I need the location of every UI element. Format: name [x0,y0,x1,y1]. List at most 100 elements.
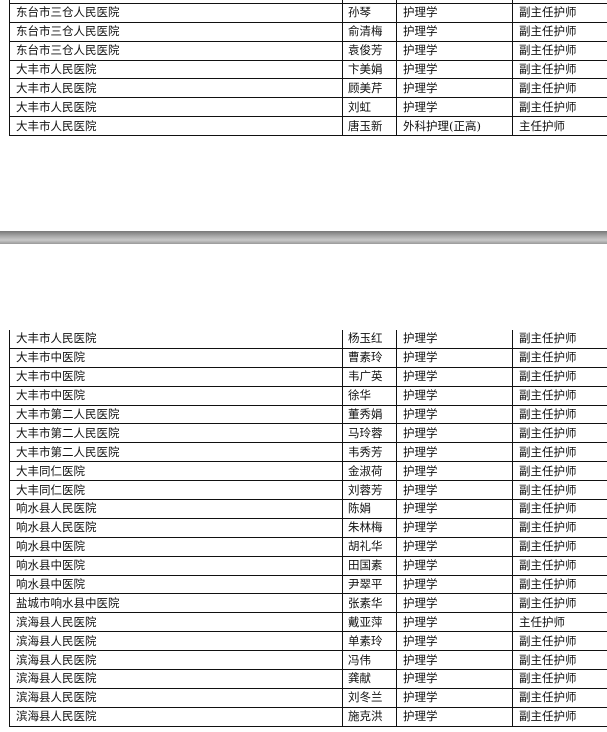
title-cell: 副主任护师 [512,21,607,42]
specialty-cell: 护理学 [396,442,513,463]
hospital-cell: 大丰同仁医院 [9,480,343,501]
name-cell: 袁俊芳 [342,40,397,61]
specialty-cell: 护理学 [396,404,513,425]
table-row: 东台市三仓人民医院 孙琴 护理学 副主任护师 [9,2,607,23]
name-cell: 张素华 [342,593,397,614]
title-cell: 副主任护师 [512,593,607,614]
hospital-cell: 大丰市中医院 [9,347,343,368]
hospital-cell: 大丰市中医院 [9,385,343,406]
specialty-cell: 护理学 [396,385,513,406]
table-row: 大丰市人民医院 卞美娟 护理学 副主任护师 [9,59,607,80]
table-row: 大丰市人民医院 顾美芹 护理学 副主任护师 [9,78,607,99]
name-cell: 韦广英 [342,366,397,387]
name-cell: 董秀娟 [342,404,397,425]
table-row: 大丰同仁医院 金淑荷 护理学 副主任护师 [9,461,607,482]
name-cell: 唐玉新 [342,116,397,137]
hospital-cell: 大丰市人民医院 [9,78,343,99]
hospital-cell: 大丰市人民医院 [9,59,343,80]
title-cell: 副主任护师 [512,574,607,595]
specialty-cell: 护理学 [396,330,513,349]
table-row: 大丰市中医院 曹素玲 护理学 副主任护师 [9,347,607,368]
specialty-cell: 护理学 [396,366,513,387]
table-row: 响水县中医院 尹翠平 护理学 副主任护师 [9,574,607,595]
name-cell: 金淑荷 [342,461,397,482]
hospital-cell: 滨海县人民医院 [9,650,343,671]
table-row: 响水县中医院 胡礼华 护理学 副主任护师 [9,536,607,557]
table-row: 滨海县人民医院 戴亚萍 护理学 主任护师 [9,612,607,633]
hospital-cell: 大丰市第二人民医院 [9,442,343,463]
title-cell: 副主任护师 [512,650,607,671]
table-row: 滨海县人民医院 刘冬兰 护理学 副主任护师 [9,687,607,708]
name-cell: 卞美娟 [342,59,397,80]
hospital-cell: 滨海县人民医院 [9,631,343,652]
page-separator [0,231,607,244]
title-cell: 主任护师 [512,116,607,137]
name-cell: 冯伟 [342,650,397,671]
hospital-cell: 滨海县人民医院 [9,669,343,689]
specialty-cell: 护理学 [396,631,513,652]
document-page-2: 大丰市人民医院 杨玉红 护理学 副主任护师 大丰市中医院 曹素玲 护理学 副主任护师 大丰市中医… [0,244,607,732]
specialty-cell: 护理学 [396,480,513,501]
hospital-cell: 大丰市中医院 [9,366,343,387]
specialty-cell: 护理学 [396,97,513,118]
specialty-cell: 外科护理(正高) [396,116,513,137]
table-row: 大丰市第二人民医院 董秀娟 护理学 副主任护师 [9,404,607,425]
table-row: 大丰市人民医院 杨玉红 护理学 副主任护师 [9,330,607,349]
title-cell: 副主任护师 [512,404,607,425]
name-cell: 韦秀芳 [342,442,397,463]
title-cell: 副主任护师 [512,536,607,557]
specialty-cell: 护理学 [396,669,513,689]
table-row: 大丰市人民医院 唐玉新 外科护理(正高) 主任护师 [9,116,607,137]
title-cell: 副主任护师 [512,517,607,538]
hospital-cell: 东台市三仓人民医院 [9,40,343,61]
name-cell: 龚献 [342,669,397,689]
specialty-cell: 护理学 [396,78,513,99]
personnel-table-page-2: 大丰市人民医院 杨玉红 护理学 副主任护师 大丰市中医院 曹素玲 护理学 副主任护师 大丰市中医… [9,330,607,727]
title-cell: 副主任护师 [512,347,607,368]
specialty-cell: 护理学 [396,706,513,727]
title-cell: 副主任护师 [512,330,607,349]
specialty-cell: 护理学 [396,40,513,61]
name-cell: 单素玲 [342,631,397,652]
hospital-cell: 响水县人民医院 [9,499,343,519]
name-cell: 徐华 [342,385,397,406]
name-cell: 孙琴 [342,2,397,23]
name-cell: 施克洪 [342,706,397,727]
hospital-cell: 大丰市第二人民医院 [9,423,343,444]
specialty-cell: 护理学 [396,517,513,538]
table-row: 大丰市人民医院 刘虹 护理学 副主任护师 [9,97,607,118]
hospital-cell: 盐城市响水县中医院 [9,593,343,614]
table-row: 大丰同仁医院 刘蓉芳 护理学 副主任护师 [9,480,607,501]
specialty-cell: 护理学 [396,461,513,482]
table-row: 滨海县人民医院 单素玲 护理学 副主任护师 [9,631,607,652]
title-cell: 副主任护师 [512,2,607,23]
table-row: 滨海县人民医院 龚献 护理学 副主任护师 [9,669,607,689]
specialty-cell: 护理学 [396,687,513,708]
table-row: 滨海县人民医院 冯伟 护理学 副主任护师 [9,650,607,671]
table-row: 东台市三仓人民医院 俞清梅 护理学 副主任护师 [9,21,607,42]
hospital-cell: 东台市三仓人民医院 [9,21,343,42]
table-row: 东台市三仓人民医院 袁俊芳 护理学 副主任护师 [9,40,607,61]
title-cell: 副主任护师 [512,385,607,406]
specialty-cell: 护理学 [396,555,513,576]
hospital-cell: 滨海县人民医院 [9,612,343,633]
title-cell: 副主任护师 [512,442,607,463]
hospital-cell: 滨海县人民医院 [9,687,343,708]
name-cell: 刘虹 [342,97,397,118]
name-cell: 刘蓉芳 [342,480,397,501]
title-cell: 副主任护师 [512,366,607,387]
specialty-cell: 护理学 [396,423,513,444]
title-cell: 副主任护师 [512,499,607,519]
specialty-cell: 护理学 [396,612,513,633]
name-cell: 杨玉红 [342,330,397,349]
hospital-cell: 大丰同仁医院 [9,461,343,482]
title-cell: 副主任护师 [512,631,607,652]
title-cell: 副主任护师 [512,40,607,61]
hospital-cell: 滨海县人民医院 [9,706,343,727]
table-row: 响水县人民医院 朱林梅 护理学 副主任护师 [9,517,607,538]
title-cell: 副主任护师 [512,669,607,689]
table-row: 响水县人民医院 陈娟 护理学 副主任护师 [9,499,607,519]
hospital-cell: 响水县中医院 [9,536,343,557]
name-cell: 马玲蓉 [342,423,397,444]
specialty-cell: 护理学 [396,347,513,368]
